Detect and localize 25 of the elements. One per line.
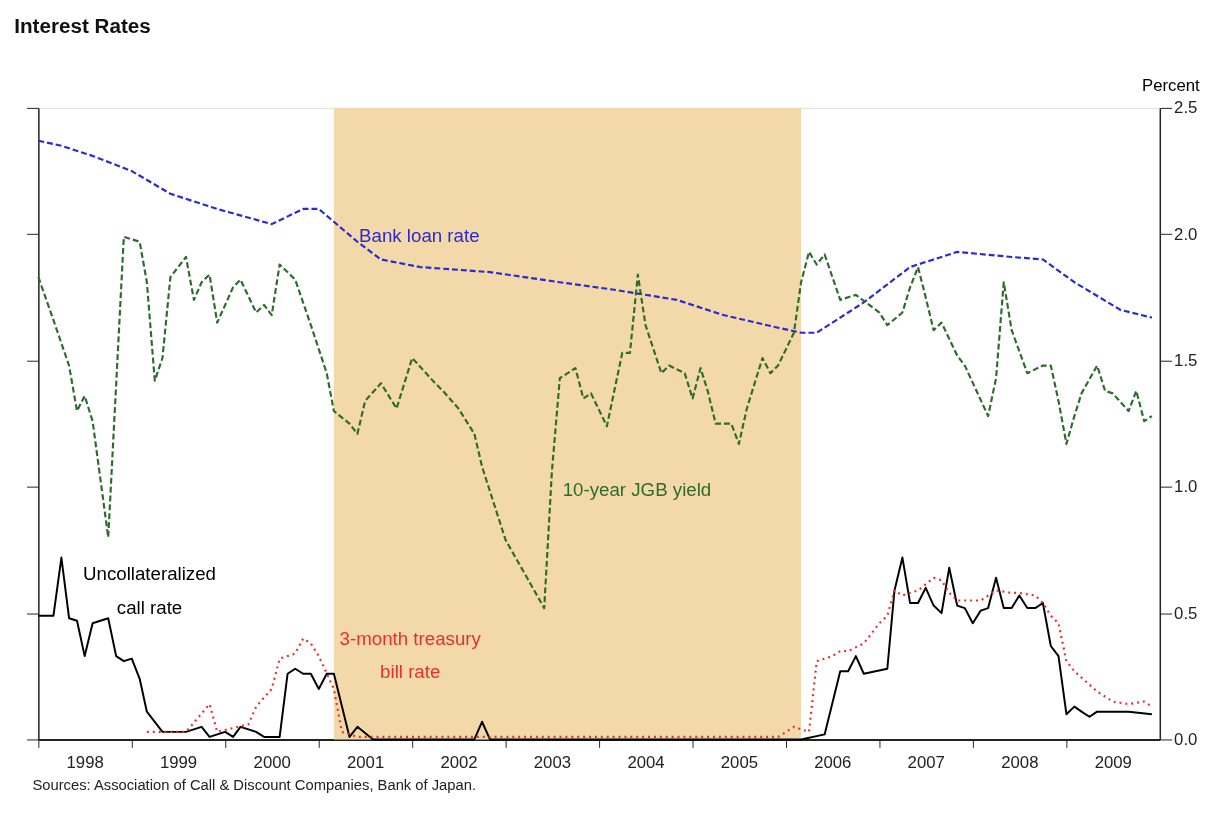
x-tick-label: 2001 — [346, 753, 385, 773]
x-tick-label: 2009 — [1094, 753, 1132, 773]
series-label: 3-month treasury bill rate — [339, 628, 482, 683]
series-label: 10-year JGB yield — [562, 479, 712, 501]
x-tick-label: 2005 — [720, 753, 759, 773]
x-tick-label: 1998 — [66, 753, 104, 773]
x-tick-label: 2003 — [533, 753, 571, 773]
x-tick-label: 2006 — [814, 753, 852, 773]
y-tick-label: 1.0 — [1174, 477, 1198, 497]
y-tick-label: 0.0 — [1174, 729, 1198, 749]
x-tick-label: 2007 — [907, 753, 945, 773]
series-label: Uncollateralized call rate — [83, 563, 217, 618]
series-label: Bank loan rate — [359, 224, 480, 246]
x-tick-label: 2008 — [1001, 753, 1039, 773]
y-tick-label: 2.5 — [1174, 98, 1198, 118]
y-tick-label: 1.5 — [1174, 350, 1198, 370]
chart-title: Interest Rates — [14, 14, 151, 38]
x-tick-label: 2002 — [440, 753, 478, 773]
x-tick-label: 2000 — [253, 753, 291, 773]
x-tick-label: 2004 — [627, 753, 665, 773]
y-tick-label: 0.5 — [1174, 603, 1198, 623]
x-tick-label: 1999 — [159, 753, 198, 773]
source-note: Sources: Association of Call & Discount Companies, Bank of Japan. — [32, 776, 477, 793]
y-tick-label: 2.0 — [1174, 224, 1198, 244]
y-axis-title: Percent — [1142, 75, 1200, 95]
